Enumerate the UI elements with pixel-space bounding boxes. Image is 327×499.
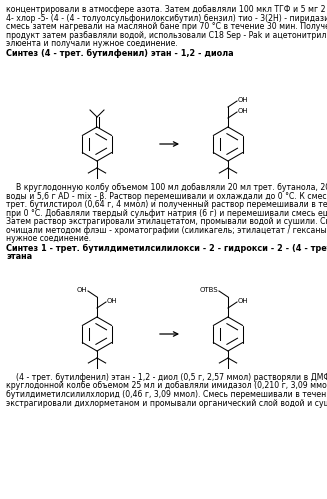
Text: (4 - трет. бутилфенил) этан - 1,2 - диол (0,5 г, 2,57 ммол) растворяли в ДМФ в: (4 - трет. бутилфенил) этан - 1,2 - диол… [6, 373, 327, 382]
Text: Синтез 1 - трет. бутилдиметилсилилокси - 2 - гидрокси - 2 - (4 - трет. бутилфени: Синтез 1 - трет. бутилдиметилсилилокси -… [6, 244, 327, 252]
Text: OH: OH [77, 287, 87, 293]
Text: нужное соединение.: нужное соединение. [6, 234, 91, 243]
Text: бутилдиметилсилилхлорид (0,46 г, 3,09 ммол). Смесь перемешивали в течение 6 ч, з: бутилдиметилсилилхлорид (0,46 г, 3,09 мм… [6, 390, 327, 399]
Text: концентрировали в атмосфере азота. Затем добавляли 100 мкл ТГФ и 5 мг 2 - трет. : концентрировали в атмосфере азота. Затем… [6, 5, 327, 14]
Text: В круглодонную колбу объемом 100 мл добавляли 20 мл трет. бутанола, 20 мл: В круглодонную колбу объемом 100 мл доба… [6, 183, 327, 192]
Text: круглодонной колбе объемом 25 мл и добавляли имидазол (0,210 г, 3,09 ммол) и тре: круглодонной колбе объемом 25 мл и добав… [6, 382, 327, 391]
Text: смесь затем нагревали на масляной бане при 70 °C в течение 30 мин. Полученный: смесь затем нагревали на масляной бане п… [6, 22, 327, 31]
Text: OTBS: OTBS [199, 287, 218, 293]
Text: этана: этана [6, 252, 32, 261]
Text: OH: OH [238, 97, 249, 103]
Text: экстрагировали дихлорметаном и промывали органический слой водой и сушили. После: экстрагировали дихлорметаном и промывали… [6, 399, 327, 408]
Text: трет. бутилстирол (0,64 г, 4 ммол) и полученный раствор перемешивали в течение н: трет. бутилстирол (0,64 г, 4 ммол) и пол… [6, 200, 327, 209]
Text: элюента и получали нужное соединение.: элюента и получали нужное соединение. [6, 39, 178, 48]
Text: OH: OH [238, 108, 249, 114]
Text: при 0 °C. Добавляли твердый сульфит натрия (6 г) и перемешивали смесь еще 30 мин: при 0 °C. Добавляли твердый сульфит натр… [6, 209, 327, 218]
Text: Синтез (4 - трет. бутилфенил) этан - 1,2 - диола: Синтез (4 - трет. бутилфенил) этан - 1,2… [6, 48, 233, 57]
Text: OH: OH [238, 298, 249, 304]
Text: 4- хлор -5- (4 - (4 - толуолсульфонилоксибутил) бензил) тио - 3(2H) - пиридазино: 4- хлор -5- (4 - (4 - толуолсульфонилокс… [6, 13, 327, 22]
Text: Затем раствор экстрагировали этилацетатом, промывали водой и сушили. Сырой проду: Затем раствор экстрагировали этилацетато… [6, 217, 327, 226]
Text: OH: OH [107, 298, 118, 304]
Text: воды и 5,6 г AD - mix - β. Раствор перемешивали и охлаждали до 0 °C. К смеси доб: воды и 5,6 г AD - mix - β. Раствор перем… [6, 192, 327, 201]
Text: продукт затем разбавляли водой, использовали C18 Sep - Pak и ацетонитрил в качес: продукт затем разбавляли водой, использо… [6, 30, 327, 39]
Text: очищали методом флэш - хроматографии (силикагель; этилацетат / гексаны) и получа: очищали методом флэш - хроматографии (си… [6, 226, 327, 235]
